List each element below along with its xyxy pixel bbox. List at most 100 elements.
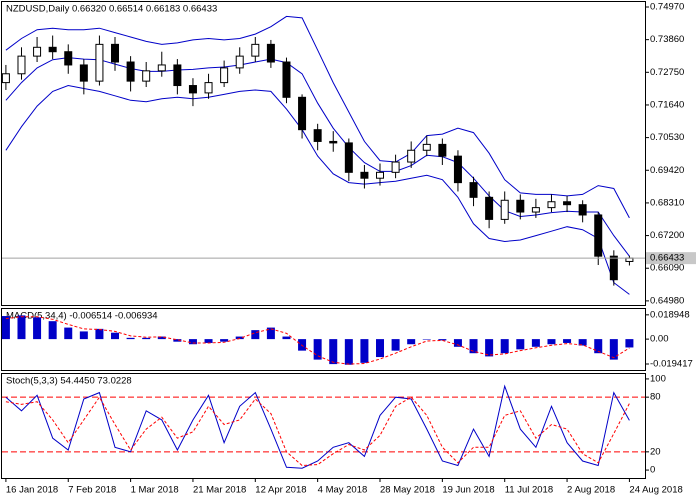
bollinger-upper [5, 15, 630, 219]
macd-bar [391, 339, 400, 351]
macd-bar [111, 332, 120, 340]
macd-bar [251, 330, 260, 340]
macd-bar [578, 339, 587, 346]
candle-body [438, 143, 447, 157]
macd-bar [344, 339, 353, 365]
candle-body [485, 196, 494, 220]
current-price-box [646, 252, 696, 265]
x-tick-label: 19 Jun 2018 [442, 485, 494, 496]
macd-title: MACD(5,34,4) -0.006514 -0.006934 [6, 311, 158, 322]
candle-body [220, 67, 229, 84]
candle-body [329, 140, 338, 144]
macd-bar [547, 339, 556, 345]
stoch-main [5, 384, 630, 469]
candle-body [282, 61, 291, 98]
macd-bar [204, 339, 213, 343]
macd-bar [157, 336, 166, 340]
macd-bar [594, 339, 603, 354]
macd-bar [48, 321, 57, 340]
candle-body [48, 46, 57, 53]
macd-bar [516, 339, 525, 350]
macd-bar [329, 339, 338, 365]
macd-bar [438, 339, 447, 341]
candle-body [142, 70, 151, 82]
y-tick-label: 0.67200 [650, 230, 684, 241]
candle-body [516, 199, 525, 213]
macd-bar [79, 331, 88, 340]
macd-bar [625, 339, 634, 348]
candle-body [17, 55, 26, 75]
y-tick-label: 20 [650, 446, 661, 457]
macd-bar [407, 339, 416, 345]
main-panel-frame [1, 1, 646, 306]
candle-body [547, 201, 556, 209]
candle-body [500, 199, 509, 220]
macd-bar [609, 339, 618, 360]
candle-body [344, 142, 353, 173]
candle-body [578, 204, 587, 216]
stoch-signal [5, 396, 630, 467]
y-tick-label: 0.73860 [650, 34, 684, 45]
y-tick-label: 0.70530 [650, 132, 684, 143]
y-tick-label: 100 [650, 373, 666, 384]
candle-body [251, 43, 260, 57]
y-tick-label: 0.64980 [650, 295, 684, 306]
candle-body [111, 43, 120, 63]
macd-bar [563, 339, 572, 343]
candle-body [298, 96, 307, 131]
x-tick-label: 2 Aug 2018 [567, 485, 615, 496]
macd-bar [1, 316, 10, 340]
candle-body [266, 43, 275, 63]
macd-bar [422, 339, 431, 340]
macd-bar [95, 328, 104, 340]
candle-body [188, 85, 197, 94]
x-tick-label: 16 Jan 2018 [6, 485, 58, 496]
candle-body [391, 161, 400, 173]
y-tick-label: -0.019417 [650, 359, 693, 370]
macd-bar [33, 317, 42, 340]
y-tick-label: 0.71640 [650, 99, 684, 110]
candle-body [313, 129, 322, 142]
main-title: NZDUSD,Daily 0.66320 0.66514 0.66183 0.6… [6, 4, 217, 15]
macd-bar [17, 315, 26, 340]
candle-body [453, 155, 462, 184]
y-tick-label: 80 [650, 392, 661, 403]
macd-bar [220, 339, 229, 342]
candle-body [157, 64, 166, 72]
candle-body [126, 61, 135, 82]
candle-body [422, 143, 431, 151]
x-tick-label: 24 Aug 2018 [629, 485, 682, 496]
macd-bar [453, 339, 462, 347]
y-tick-label: 0 [650, 465, 655, 476]
y-tick-label: 0.74970 [650, 2, 684, 13]
candle-body [531, 207, 540, 213]
candle-body [204, 82, 213, 94]
macd-bar [126, 337, 135, 340]
macd-bar [313, 339, 322, 360]
macd-bar [485, 339, 494, 357]
macd-bar [282, 336, 291, 340]
candle-body [407, 149, 416, 163]
x-tick-label: 1 Mar 2018 [131, 485, 179, 496]
candle-body [173, 64, 182, 87]
x-tick-label: 21 Mar 2018 [193, 485, 246, 496]
candle-body [235, 55, 244, 69]
y-tick-label: 0.68310 [650, 197, 684, 208]
bollinger-lower [5, 84, 630, 295]
x-tick-label: 28 May 2018 [380, 485, 435, 496]
candle-body [609, 255, 618, 281]
macd-bar [142, 337, 151, 340]
macd-bar [531, 339, 540, 347]
y-tick-label: 0.72750 [650, 67, 684, 78]
y-tick-label: 0.69420 [650, 165, 684, 176]
macd-bar [469, 339, 478, 354]
bollinger-middle [5, 57, 630, 257]
macd-bar [376, 339, 385, 358]
current-price-label: 0.66433 [650, 253, 684, 264]
candle-body [79, 64, 88, 82]
macd-signal [5, 316, 630, 365]
x-tick-label: 12 Apr 2018 [255, 485, 306, 496]
candle-body [594, 214, 603, 257]
